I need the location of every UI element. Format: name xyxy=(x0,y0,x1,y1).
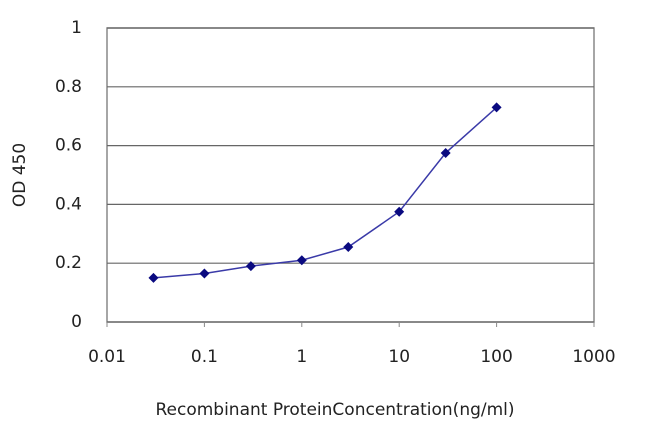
x-tick-label: 0.01 xyxy=(88,347,126,367)
y-tick-label: 0 xyxy=(71,312,82,332)
y-tick-label: 1 xyxy=(71,18,82,38)
x-tick-label: 10 xyxy=(388,347,410,367)
data-point xyxy=(440,147,451,158)
data-point xyxy=(199,268,210,279)
y-axis-label: OD 450 xyxy=(10,143,30,207)
data-point xyxy=(296,255,307,266)
data-point xyxy=(245,261,256,272)
x-tick-label: 100 xyxy=(480,347,512,367)
plot-area xyxy=(106,27,595,323)
y-tick-label: 0.4 xyxy=(55,194,82,214)
x-tick-label: 1 xyxy=(296,347,307,367)
x-axis-label: Recombinant ProteinConcentration(ng/ml) xyxy=(155,400,514,420)
data-line xyxy=(153,106,498,279)
y-tick-label: 0.8 xyxy=(55,77,82,97)
x-tick-label: 1000 xyxy=(572,347,615,367)
data-point xyxy=(491,102,502,113)
data-point xyxy=(148,272,159,283)
data-point xyxy=(394,206,405,217)
y-tick-label: 0.6 xyxy=(55,136,82,156)
y-tick-label: 0.2 xyxy=(55,253,82,273)
data-point xyxy=(343,242,354,253)
x-tick-label: 0.1 xyxy=(191,347,218,367)
